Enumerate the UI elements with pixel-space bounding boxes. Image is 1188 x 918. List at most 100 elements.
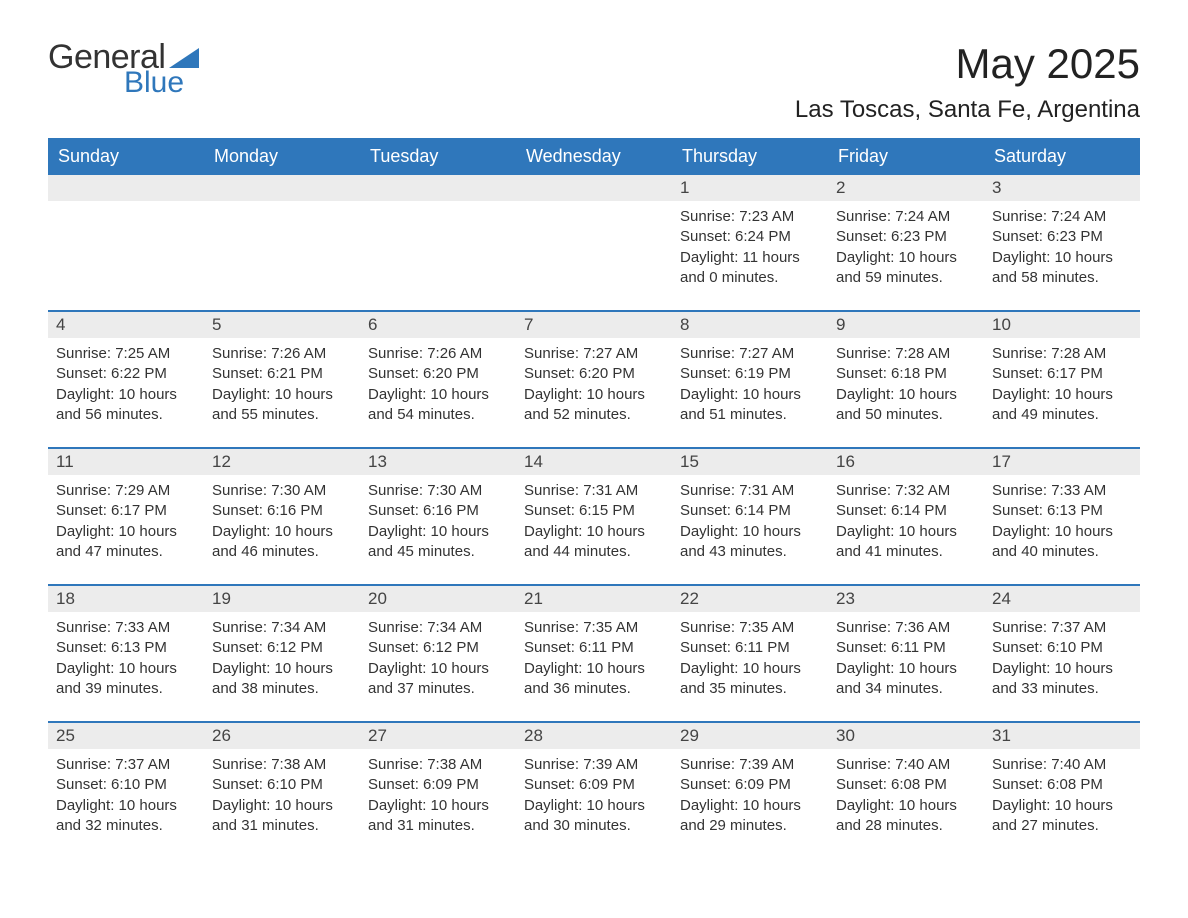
week-row: ....1Sunrise: 7:23 AMSunset: 6:24 PMDayl… [48, 175, 1140, 292]
sunset-text: Sunset: 6:09 PM [680, 775, 820, 795]
day-content: Sunrise: 7:39 AMSunset: 6:09 PMDaylight:… [516, 749, 672, 840]
day-number: 19 [204, 586, 360, 612]
day-content [48, 201, 204, 211]
day-content: Sunrise: 7:31 AMSunset: 6:15 PMDaylight:… [516, 475, 672, 566]
sunrise-text: Sunrise: 7:24 AM [836, 207, 976, 227]
day-number: 22 [672, 586, 828, 612]
sunrise-text: Sunrise: 7:35 AM [680, 618, 820, 638]
sunrise-text: Sunrise: 7:30 AM [368, 481, 508, 501]
daylight-text: Daylight: 10 hours and 47 minutes. [56, 522, 196, 563]
day-number: 18 [48, 586, 204, 612]
day-cell: 18Sunrise: 7:33 AMSunset: 6:13 PMDayligh… [48, 586, 204, 703]
title-block: May 2025 Las Toscas, Santa Fe, Argentina [795, 40, 1140, 124]
daylight-text: Daylight: 10 hours and 45 minutes. [368, 522, 508, 563]
day-number: 2 [828, 175, 984, 201]
day-content: Sunrise: 7:30 AMSunset: 6:16 PMDaylight:… [360, 475, 516, 566]
sunset-text: Sunset: 6:16 PM [212, 501, 352, 521]
day-content: Sunrise: 7:26 AMSunset: 6:21 PMDaylight:… [204, 338, 360, 429]
daylight-text: Daylight: 10 hours and 36 minutes. [524, 659, 664, 700]
day-number: 23 [828, 586, 984, 612]
day-cell: 30Sunrise: 7:40 AMSunset: 6:08 PMDayligh… [828, 723, 984, 840]
day-number: 14 [516, 449, 672, 475]
daylight-text: Daylight: 10 hours and 43 minutes. [680, 522, 820, 563]
day-content: Sunrise: 7:28 AMSunset: 6:17 PMDaylight:… [984, 338, 1140, 429]
sunset-text: Sunset: 6:09 PM [524, 775, 664, 795]
day-content: Sunrise: 7:23 AMSunset: 6:24 PMDaylight:… [672, 201, 828, 292]
sunset-text: Sunset: 6:24 PM [680, 227, 820, 247]
day-cell: 14Sunrise: 7:31 AMSunset: 6:15 PMDayligh… [516, 449, 672, 566]
sunset-text: Sunset: 6:10 PM [56, 775, 196, 795]
sunset-text: Sunset: 6:23 PM [992, 227, 1132, 247]
sunrise-text: Sunrise: 7:32 AM [836, 481, 976, 501]
brand-logo: General Blue [48, 40, 199, 98]
day-content: Sunrise: 7:35 AMSunset: 6:11 PMDaylight:… [672, 612, 828, 703]
day-cell: 31Sunrise: 7:40 AMSunset: 6:08 PMDayligh… [984, 723, 1140, 840]
sunset-text: Sunset: 6:19 PM [680, 364, 820, 384]
location-text: Las Toscas, Santa Fe, Argentina [795, 96, 1140, 124]
sunrise-text: Sunrise: 7:39 AM [524, 755, 664, 775]
daylight-text: Daylight: 10 hours and 46 minutes. [212, 522, 352, 563]
daylight-text: Daylight: 10 hours and 34 minutes. [836, 659, 976, 700]
sunrise-text: Sunrise: 7:23 AM [680, 207, 820, 227]
day-number: 29 [672, 723, 828, 749]
day-number: . [360, 175, 516, 201]
sunrise-text: Sunrise: 7:34 AM [212, 618, 352, 638]
day-cell: 6Sunrise: 7:26 AMSunset: 6:20 PMDaylight… [360, 312, 516, 429]
sunset-text: Sunset: 6:12 PM [368, 638, 508, 658]
sunset-text: Sunset: 6:11 PM [524, 638, 664, 658]
daylight-text: Daylight: 10 hours and 39 minutes. [56, 659, 196, 700]
sunset-text: Sunset: 6:15 PM [524, 501, 664, 521]
sunrise-text: Sunrise: 7:27 AM [524, 344, 664, 364]
day-number: 4 [48, 312, 204, 338]
day-content: Sunrise: 7:38 AMSunset: 6:09 PMDaylight:… [360, 749, 516, 840]
week-row: 18Sunrise: 7:33 AMSunset: 6:13 PMDayligh… [48, 584, 1140, 703]
daylight-text: Daylight: 10 hours and 44 minutes. [524, 522, 664, 563]
month-title: May 2025 [795, 40, 1140, 88]
daylight-text: Daylight: 10 hours and 33 minutes. [992, 659, 1132, 700]
day-content: Sunrise: 7:40 AMSunset: 6:08 PMDaylight:… [984, 749, 1140, 840]
sunrise-text: Sunrise: 7:28 AM [992, 344, 1132, 364]
day-number: . [516, 175, 672, 201]
day-number: 27 [360, 723, 516, 749]
day-number: 9 [828, 312, 984, 338]
day-content: Sunrise: 7:40 AMSunset: 6:08 PMDaylight:… [828, 749, 984, 840]
day-cell: 8Sunrise: 7:27 AMSunset: 6:19 PMDaylight… [672, 312, 828, 429]
sunrise-text: Sunrise: 7:35 AM [524, 618, 664, 638]
day-number: 26 [204, 723, 360, 749]
daylight-text: Daylight: 10 hours and 54 minutes. [368, 385, 508, 426]
day-number: . [48, 175, 204, 201]
day-content: Sunrise: 7:32 AMSunset: 6:14 PMDaylight:… [828, 475, 984, 566]
sunset-text: Sunset: 6:20 PM [524, 364, 664, 384]
day-cell: . [204, 175, 360, 292]
sunset-text: Sunset: 6:17 PM [992, 364, 1132, 384]
sunset-text: Sunset: 6:08 PM [992, 775, 1132, 795]
daylight-text: Daylight: 10 hours and 50 minutes. [836, 385, 976, 426]
day-number: 15 [672, 449, 828, 475]
sunset-text: Sunset: 6:14 PM [680, 501, 820, 521]
day-content: Sunrise: 7:37 AMSunset: 6:10 PMDaylight:… [984, 612, 1140, 703]
day-cell: . [48, 175, 204, 292]
day-cell: 2Sunrise: 7:24 AMSunset: 6:23 PMDaylight… [828, 175, 984, 292]
weekday-header: Monday [204, 138, 360, 175]
sunset-text: Sunset: 6:23 PM [836, 227, 976, 247]
sunrise-text: Sunrise: 7:38 AM [368, 755, 508, 775]
daylight-text: Daylight: 10 hours and 58 minutes. [992, 248, 1132, 289]
day-cell: 22Sunrise: 7:35 AMSunset: 6:11 PMDayligh… [672, 586, 828, 703]
day-number: 17 [984, 449, 1140, 475]
daylight-text: Daylight: 10 hours and 30 minutes. [524, 796, 664, 837]
daylight-text: Daylight: 10 hours and 38 minutes. [212, 659, 352, 700]
daylight-text: Daylight: 10 hours and 40 minutes. [992, 522, 1132, 563]
day-cell: 21Sunrise: 7:35 AMSunset: 6:11 PMDayligh… [516, 586, 672, 703]
day-content: Sunrise: 7:24 AMSunset: 6:23 PMDaylight:… [828, 201, 984, 292]
day-content: Sunrise: 7:30 AMSunset: 6:16 PMDaylight:… [204, 475, 360, 566]
weekday-header: Friday [828, 138, 984, 175]
day-number: 7 [516, 312, 672, 338]
day-number: 25 [48, 723, 204, 749]
page-header: General Blue May 2025 Las Toscas, Santa … [48, 40, 1140, 124]
day-content: Sunrise: 7:34 AMSunset: 6:12 PMDaylight:… [204, 612, 360, 703]
weeks-container: ....1Sunrise: 7:23 AMSunset: 6:24 PMDayl… [48, 175, 1140, 840]
sunset-text: Sunset: 6:16 PM [368, 501, 508, 521]
sunset-text: Sunset: 6:09 PM [368, 775, 508, 795]
day-cell: 19Sunrise: 7:34 AMSunset: 6:12 PMDayligh… [204, 586, 360, 703]
day-content: Sunrise: 7:28 AMSunset: 6:18 PMDaylight:… [828, 338, 984, 429]
